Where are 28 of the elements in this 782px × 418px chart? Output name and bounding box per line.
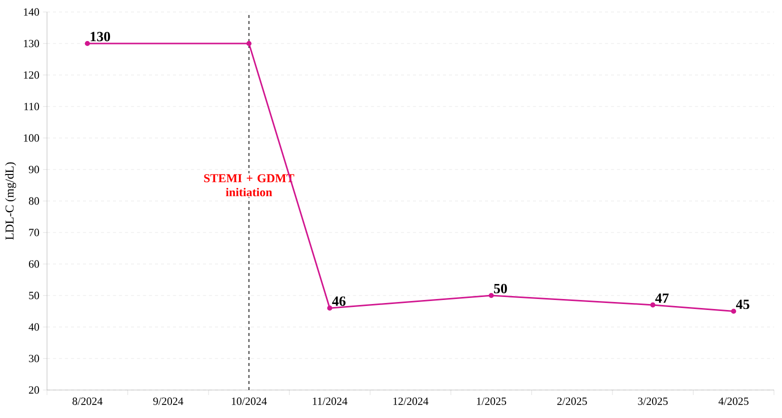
y-tick-label: 80 xyxy=(28,197,40,205)
x-tick-label: 3/2025 xyxy=(638,398,668,405)
data-label: 46 xyxy=(332,296,346,306)
y-tick-label: 20 xyxy=(28,386,40,394)
x-tick-label: 10/2024 xyxy=(232,398,267,405)
x-tick-label: 11/2024 xyxy=(312,398,348,405)
y-tick-label: 130 xyxy=(24,40,40,48)
x-tick-label: 9/2024 xyxy=(153,398,184,405)
y-axis-title: LDL-C (mg/dL) xyxy=(5,162,16,240)
data-label: 50 xyxy=(494,284,507,294)
data-label: 45 xyxy=(736,300,750,310)
y-tick-label: 100 xyxy=(24,134,40,142)
y-tick-label: 50 xyxy=(29,292,40,300)
x-tick-label: 12/2024 xyxy=(393,398,428,405)
x-tick-label: 1/2025 xyxy=(476,398,506,405)
y-tick-label: 30 xyxy=(29,354,40,362)
y-tick-label: 120 xyxy=(24,71,40,79)
x-tick-label: 8/2024 xyxy=(72,398,102,405)
y-tick-label: 90 xyxy=(28,166,40,174)
x-tick-label: 4/2025 xyxy=(718,398,748,405)
y-tick-label: 110 xyxy=(24,102,40,110)
y-tick-label: 40 xyxy=(28,323,40,331)
data-label: 47 xyxy=(655,294,669,303)
y-tick-label: 140 xyxy=(24,8,40,16)
x-tick-label: 2/2025 xyxy=(557,398,587,405)
y-tick-label: 70 xyxy=(29,228,40,236)
data-label: 130 xyxy=(90,32,110,42)
y-tick-label: 60 xyxy=(28,260,40,268)
